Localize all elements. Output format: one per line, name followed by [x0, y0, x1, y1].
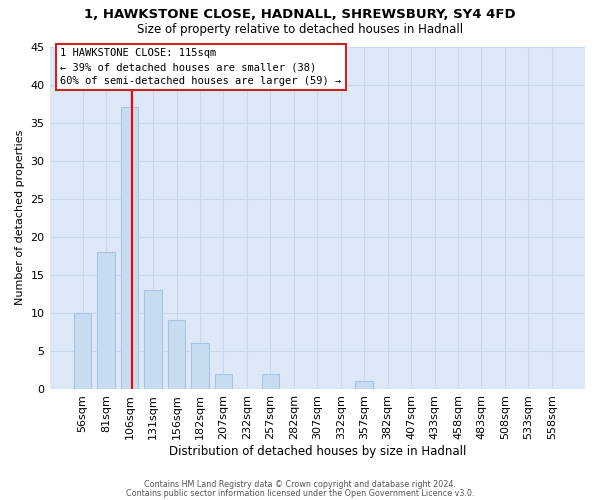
X-axis label: Distribution of detached houses by size in Hadnall: Distribution of detached houses by size …: [169, 444, 466, 458]
Bar: [355, 382, 373, 389]
Bar: [74, 313, 91, 389]
Bar: [215, 374, 232, 389]
Text: Contains HM Land Registry data © Crown copyright and database right 2024.: Contains HM Land Registry data © Crown c…: [144, 480, 456, 489]
Text: 1, HAWKSTONE CLOSE, HADNALL, SHREWSBURY, SY4 4FD: 1, HAWKSTONE CLOSE, HADNALL, SHREWSBURY,…: [84, 8, 516, 20]
Bar: [168, 320, 185, 389]
Y-axis label: Number of detached properties: Number of detached properties: [15, 130, 25, 306]
Bar: [191, 344, 209, 389]
Bar: [262, 374, 279, 389]
Bar: [144, 290, 162, 389]
Text: Contains public sector information licensed under the Open Government Licence v3: Contains public sector information licen…: [126, 488, 474, 498]
Text: 1 HAWKSTONE CLOSE: 115sqm
← 39% of detached houses are smaller (38)
60% of semi-: 1 HAWKSTONE CLOSE: 115sqm ← 39% of detac…: [60, 48, 341, 86]
Bar: [97, 252, 115, 389]
Bar: [121, 108, 139, 389]
Text: Size of property relative to detached houses in Hadnall: Size of property relative to detached ho…: [137, 22, 463, 36]
